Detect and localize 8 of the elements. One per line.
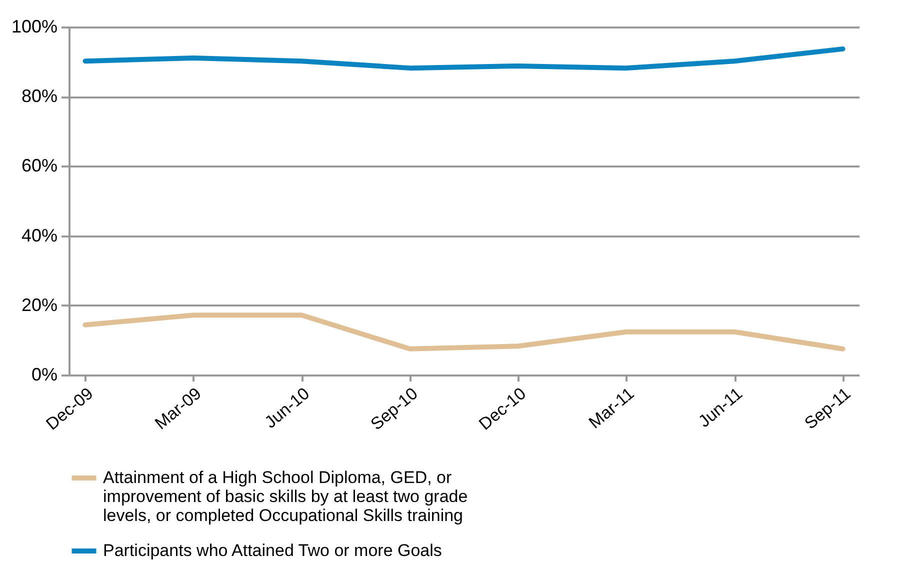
y-tick-label: 100% [11,16,58,36]
legend-label: Attainment of a High School Diploma, GED, or improvement of basic skills by at least two grade levels, or completed Occupational Skills training [103,468,468,525]
legend-label: Participants who Attained Two or more Goals [103,541,442,560]
y-tick-label: 40% [21,225,58,246]
y-tick-label: 60% [21,156,58,176]
y-tick-label: 0% [31,364,58,384]
y-tick-label: 20% [21,294,58,315]
y-tick-label: 80% [21,86,58,106]
